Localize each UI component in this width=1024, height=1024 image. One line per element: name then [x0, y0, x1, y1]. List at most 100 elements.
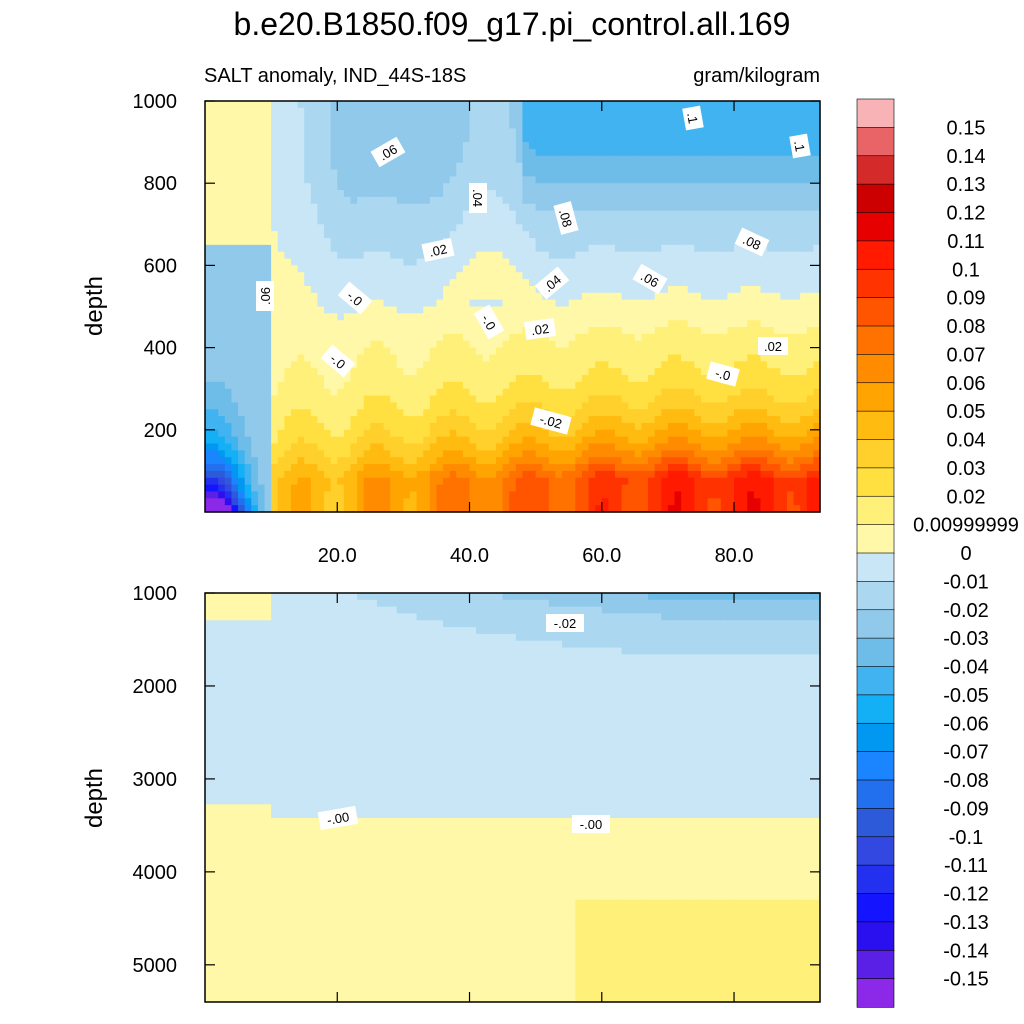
contour-cell: [667, 162, 676, 171]
contour-cell: [218, 450, 226, 458]
contour-cell: [363, 101, 371, 109]
contour-cell: [515, 292, 524, 301]
contour-cell: [337, 299, 345, 308]
contour-cell: [330, 162, 338, 171]
contour-cell: [324, 457, 332, 465]
contour-cell: [542, 107, 550, 116]
contour-cell: [615, 128, 623, 136]
contour-cell: [443, 470, 451, 479]
contour-cell: [383, 429, 391, 438]
contour-cell: [608, 101, 616, 109]
contour-cell: [251, 327, 259, 335]
contour-cell: [304, 450, 312, 458]
contour-cell: [608, 505, 616, 513]
contour-cell: [456, 484, 464, 493]
contour-cell: [211, 258, 219, 266]
contour-cell: [495, 121, 504, 129]
contour-cell: [462, 142, 471, 150]
contour-cell: [734, 101, 742, 109]
contour-cell: [376, 422, 385, 431]
contour-cell: [429, 176, 438, 184]
contour-cell: [548, 375, 557, 383]
contour-cell: [257, 422, 266, 431]
contour-cell: [489, 142, 497, 150]
contour-cell: [568, 381, 576, 390]
contour-cell: [363, 313, 371, 321]
contour-cell: [654, 155, 662, 164]
contour-cell: [562, 333, 570, 342]
contour-cell: [575, 244, 583, 253]
contour-cell: [595, 101, 603, 109]
contour-cell: [700, 422, 709, 431]
contour-cell: [634, 498, 643, 506]
contour-cell: [257, 402, 266, 410]
contour-cell: [502, 464, 510, 472]
contour-cell: [324, 101, 332, 109]
contour-cell: [410, 464, 418, 472]
contour-cell: [330, 450, 338, 458]
contour-cell: [522, 491, 530, 499]
contour-cell: [317, 402, 325, 410]
contour-cell: [700, 429, 709, 438]
contour-cell: [284, 327, 292, 335]
contour-cell: [370, 470, 378, 479]
contour-cell: [529, 292, 537, 301]
contour-cell: [290, 251, 299, 260]
contour-cell: [449, 429, 457, 438]
contour-cell: [707, 347, 715, 356]
contour-cell: [264, 210, 272, 219]
contour-cell: [469, 333, 477, 342]
contour-cell: [634, 217, 643, 225]
contour-cell: [317, 484, 325, 493]
contour-cell: [634, 491, 643, 499]
contour-cell: [588, 203, 596, 212]
contour-cell: [337, 142, 345, 150]
contour-cell: [588, 327, 596, 335]
contour-cell: [581, 354, 590, 362]
contour-cell: [601, 107, 609, 116]
contour-cell: [396, 416, 404, 424]
contour-cell: [740, 148, 748, 157]
contour-cell: [667, 395, 676, 403]
contour-cell: [641, 395, 649, 403]
contour-cell: [238, 128, 246, 136]
contour-cell: [357, 381, 365, 390]
contour-cell: [264, 340, 272, 349]
contour-cell: [343, 409, 352, 417]
contour-cell: [403, 457, 411, 465]
contour-cell: [595, 347, 603, 356]
contour-cell: [720, 155, 729, 164]
contour-cell: [238, 285, 246, 294]
contour-cell: [648, 505, 656, 513]
contour-cell: [218, 299, 226, 308]
contour-cell: [357, 285, 365, 294]
contour-cell: [568, 306, 576, 314]
contour-cell: [581, 436, 590, 445]
contour-cell: [714, 347, 722, 356]
contour-cell: [495, 107, 504, 116]
contour-cell: [251, 190, 259, 198]
contour-cell: [654, 388, 662, 397]
contour-cell: [661, 505, 669, 513]
contour-cell: [542, 470, 550, 479]
contour-cell: [370, 183, 378, 191]
contour-cell: [277, 292, 285, 301]
contour-cell: [687, 231, 695, 239]
contour-cell: [211, 416, 219, 424]
contour-cell: [515, 436, 524, 445]
contour-cell: [211, 217, 219, 225]
contour-cell: [555, 505, 563, 513]
contour-cell: [416, 464, 424, 472]
contour-cell: [324, 142, 332, 150]
contour-cell: [509, 484, 517, 493]
contour-cell: [502, 176, 510, 184]
contour-cell: [634, 327, 643, 335]
contour-cell: [476, 176, 484, 184]
contour-cell: [648, 477, 656, 486]
contour-cell: [595, 196, 603, 205]
contour-cell: [568, 498, 576, 506]
contour-cell: [489, 176, 497, 184]
contour-cell: [621, 457, 629, 465]
contour-cell: [376, 457, 385, 465]
contour-cell: [410, 265, 418, 273]
